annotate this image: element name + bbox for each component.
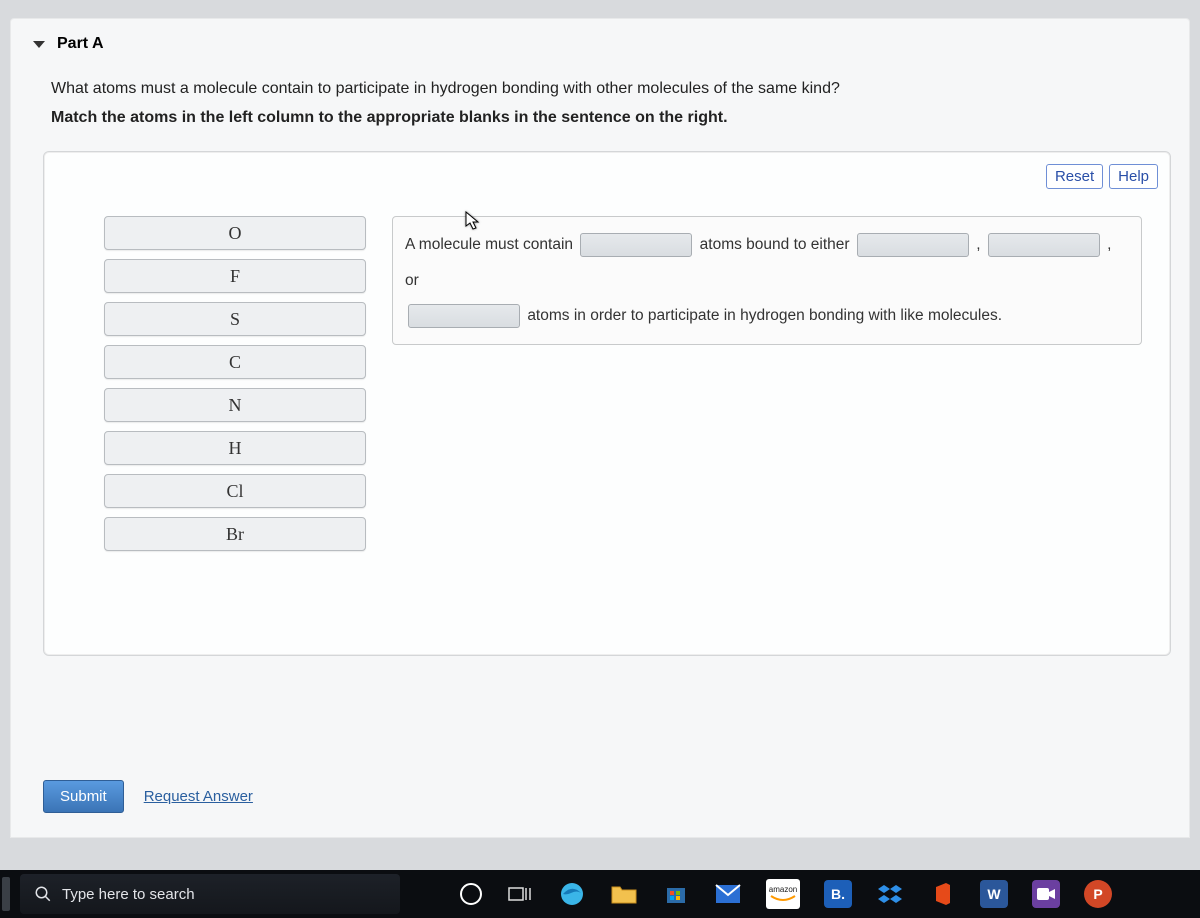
atom-tile[interactable]: O bbox=[104, 216, 366, 250]
drag-drop-area: Reset Help O F S C N H Cl Br A molecule … bbox=[43, 151, 1171, 656]
sentence-segment: atoms in order to participate in hydroge… bbox=[527, 307, 1002, 324]
office-icon[interactable] bbox=[928, 880, 956, 908]
drop-slot-3[interactable] bbox=[988, 233, 1100, 257]
taskbar-icons: amazon B. W P bbox=[460, 879, 1112, 909]
drag-layout: O F S C N H Cl Br A molecule must contai… bbox=[44, 152, 1170, 571]
taskbar-search[interactable]: Type here to search bbox=[20, 874, 400, 914]
help-button[interactable]: Help bbox=[1109, 164, 1158, 189]
amazon-label: amazon bbox=[769, 885, 797, 894]
atom-tile[interactable]: N bbox=[104, 388, 366, 422]
edge-icon[interactable] bbox=[558, 880, 586, 908]
drop-slot-4[interactable] bbox=[408, 304, 520, 328]
atom-tile[interactable]: C bbox=[104, 345, 366, 379]
search-icon bbox=[34, 885, 52, 903]
atom-tile[interactable]: F bbox=[104, 259, 366, 293]
windows-taskbar: Type here to search amazon B. W bbox=[0, 870, 1200, 918]
atom-source-list: O F S C N H Cl Br bbox=[104, 216, 366, 551]
part-label: Part A bbox=[57, 35, 104, 53]
question-text: What atoms must a molecule contain to pa… bbox=[11, 59, 1189, 105]
drop-slot-1[interactable] bbox=[580, 233, 692, 257]
camera-icon[interactable] bbox=[1032, 880, 1060, 908]
atom-tile[interactable]: Br bbox=[104, 517, 366, 551]
request-answer-link[interactable]: Request Answer bbox=[144, 788, 253, 805]
bing-icon[interactable]: B. bbox=[824, 880, 852, 908]
work-toolbar: Reset Help bbox=[1046, 164, 1158, 189]
cortana-icon[interactable] bbox=[460, 883, 482, 905]
drop-slot-2[interactable] bbox=[857, 233, 969, 257]
submit-row: Submit Request Answer bbox=[43, 780, 253, 813]
taskbar-tab-icon[interactable] bbox=[2, 877, 10, 911]
store-icon[interactable] bbox=[662, 880, 690, 908]
dropbox-icon[interactable] bbox=[876, 880, 904, 908]
file-explorer-icon[interactable] bbox=[610, 880, 638, 908]
sentence-segment: , bbox=[976, 236, 980, 253]
reset-button[interactable]: Reset bbox=[1046, 164, 1103, 189]
part-header[interactable]: Part A bbox=[11, 19, 1189, 59]
atom-tile[interactable]: H bbox=[104, 431, 366, 465]
instruction-text: Match the atoms in the left column to th… bbox=[11, 105, 1189, 141]
question-panel: Part A What atoms must a molecule contai… bbox=[10, 18, 1190, 838]
sentence-target: A molecule must contain atoms bound to e… bbox=[392, 216, 1142, 345]
atom-tile[interactable]: Cl bbox=[104, 474, 366, 508]
amazon-icon[interactable]: amazon bbox=[766, 879, 800, 909]
word-icon[interactable]: W bbox=[980, 880, 1008, 908]
mail-icon[interactable] bbox=[714, 880, 742, 908]
submit-button[interactable]: Submit bbox=[43, 780, 124, 813]
chevron-down-icon bbox=[33, 41, 45, 48]
sentence-segment: A molecule must contain bbox=[405, 236, 573, 253]
sentence-segment: atoms bound to either bbox=[700, 236, 850, 253]
atom-tile[interactable]: S bbox=[104, 302, 366, 336]
powerpoint-icon[interactable]: P bbox=[1084, 880, 1112, 908]
taskview-icon[interactable] bbox=[506, 880, 534, 908]
